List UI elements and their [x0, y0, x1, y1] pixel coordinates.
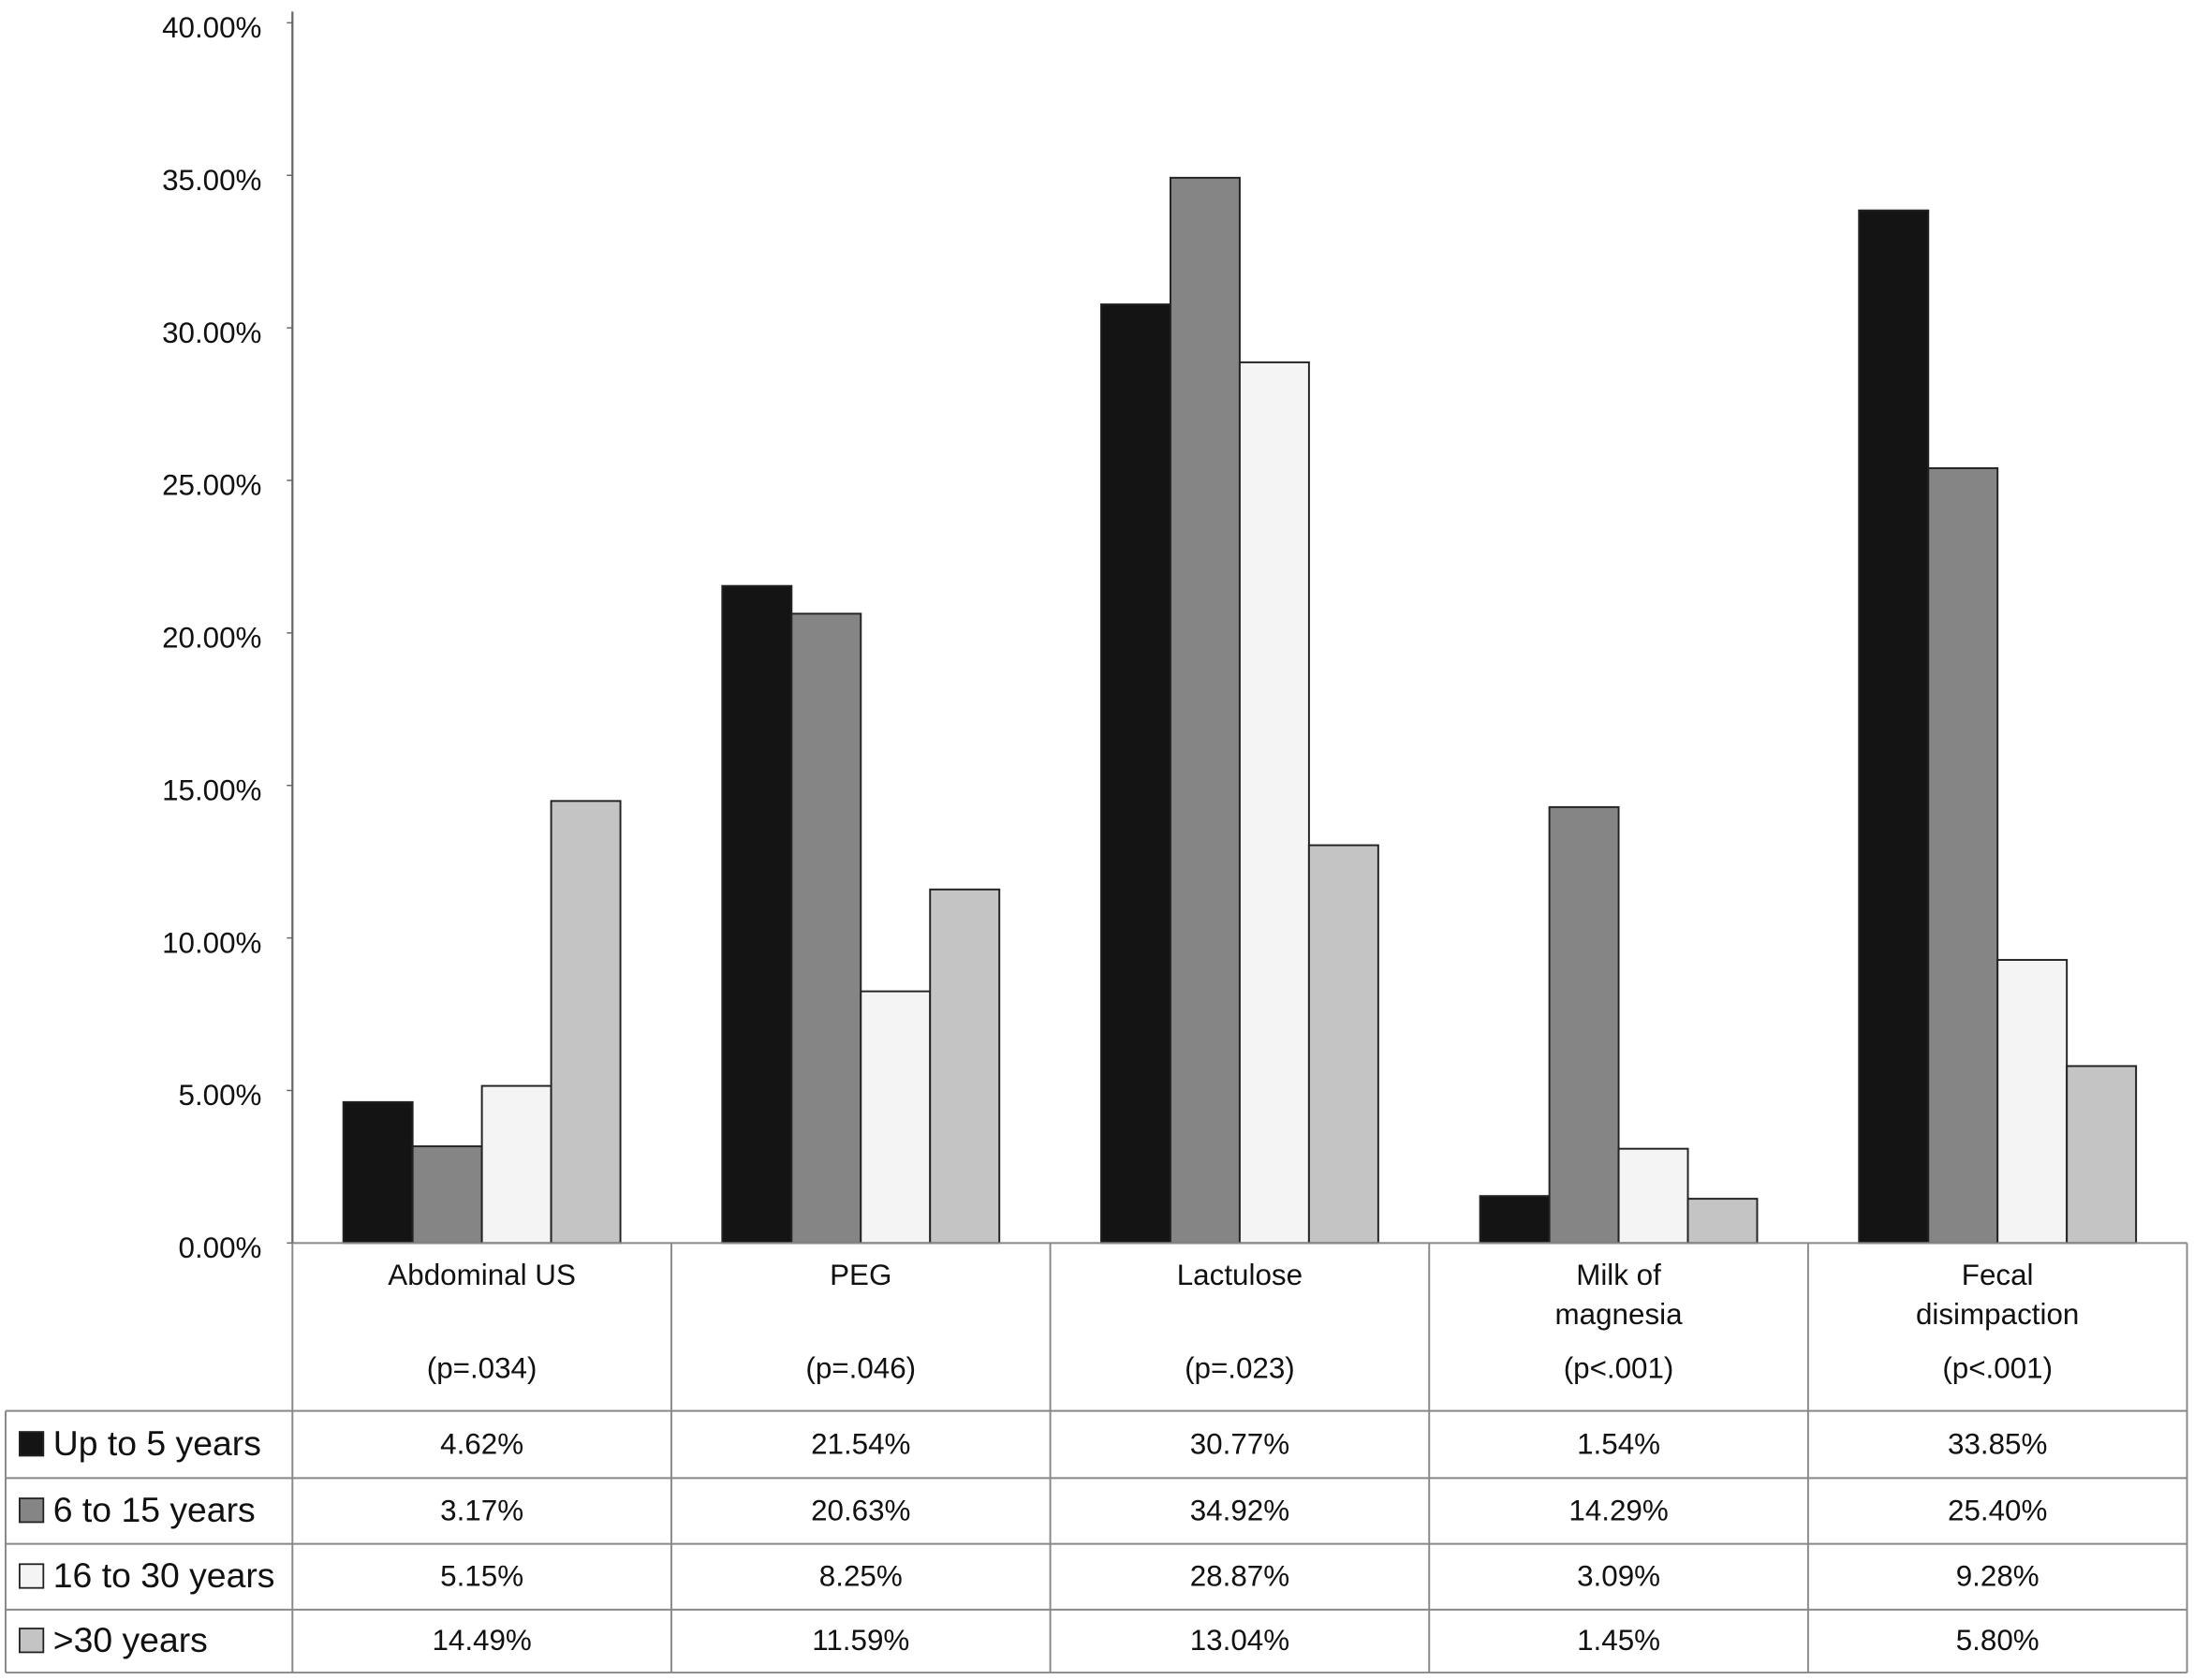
value-label: 9.28%	[1956, 1560, 2039, 1593]
x-tick-label: Milk of magnesia	[1554, 1260, 1683, 1332]
legend-label: Up to 5 years	[53, 1423, 261, 1463]
bar	[1307, 844, 1379, 1245]
legend-label: >30 years	[53, 1620, 208, 1659]
y-tick-label: 40.00%	[162, 11, 261, 44]
bar	[1100, 303, 1171, 1245]
legend-label: 16 to 30 years	[53, 1555, 275, 1595]
bar	[2066, 1065, 2138, 1245]
bar	[411, 1145, 483, 1245]
bar	[1479, 1195, 1551, 1245]
y-tick-label: 15.00%	[162, 774, 261, 806]
bar	[860, 990, 932, 1245]
value-label: 33.85%	[1948, 1427, 2047, 1460]
legend-swatch	[19, 1431, 45, 1457]
value-label: 34.92%	[1190, 1494, 1289, 1526]
bar	[342, 1100, 414, 1245]
bar	[1238, 361, 1310, 1245]
y-tick-label: 10.00%	[162, 926, 261, 959]
value-label: 13.04%	[1190, 1624, 1289, 1657]
y-tick-label: 0.00%	[179, 1231, 262, 1264]
x-tick-label: Abdominal US	[388, 1260, 576, 1292]
p-value: (p<.001)	[1564, 1352, 1674, 1385]
value-label: 25.40%	[1948, 1494, 2047, 1526]
value-label: 3.09%	[1577, 1560, 1660, 1593]
bar	[1548, 805, 1620, 1245]
value-label: 20.63%	[811, 1494, 910, 1526]
value-label: 28.87%	[1190, 1560, 1289, 1593]
category-cell: Lactulose	[1176, 1260, 1303, 1292]
y-tick-label: 35.00%	[162, 164, 261, 197]
bar	[790, 612, 862, 1245]
value-label: 5.80%	[1956, 1624, 2039, 1657]
bar	[1617, 1147, 1689, 1245]
legend-swatch	[19, 1563, 45, 1589]
value-label: 4.62%	[440, 1427, 523, 1460]
y-tick-label: 30.00%	[162, 317, 261, 349]
bar	[480, 1084, 552, 1245]
legend-label: 6 to 15 years	[53, 1490, 256, 1529]
value-label: 14.29%	[1568, 1494, 1668, 1526]
value-label: 1.54%	[1577, 1427, 1660, 1460]
bar	[929, 888, 1001, 1245]
x-tick-label: PEG	[830, 1260, 892, 1292]
bar	[1169, 176, 1241, 1245]
value-label: 1.45%	[1577, 1624, 1660, 1657]
x-tick-label: Lactulose	[1176, 1260, 1303, 1292]
y-tick-label: 25.00%	[162, 469, 261, 502]
p-value: (p=.023)	[1185, 1352, 1295, 1385]
category-cell: Abdominal US	[388, 1260, 576, 1292]
value-label: 21.54%	[811, 1427, 910, 1460]
category-cell: Fecal disimpaction	[1915, 1260, 2080, 1332]
category-cell: Milk of magnesia	[1554, 1260, 1683, 1332]
p-value: (p=.034)	[427, 1352, 537, 1385]
legend-swatch	[19, 1497, 45, 1524]
x-tick-label: Fecal disimpaction	[1915, 1260, 2080, 1332]
value-label: 30.77%	[1190, 1427, 1289, 1460]
p-value: (p<.001)	[1942, 1352, 2053, 1385]
y-tick-label: 5.00%	[179, 1079, 262, 1112]
value-label: 3.17%	[440, 1494, 523, 1526]
bar	[550, 800, 622, 1245]
category-cell: PEG	[830, 1260, 892, 1292]
p-value: (p=.046)	[805, 1352, 916, 1385]
bar	[1858, 209, 1930, 1245]
value-label: 8.25%	[819, 1560, 903, 1593]
y-tick-label: 20.00%	[162, 622, 261, 655]
bar	[1996, 959, 2069, 1245]
value-label: 11.59%	[812, 1624, 909, 1657]
value-label: 5.15%	[440, 1560, 523, 1593]
bar	[1686, 1198, 1759, 1245]
bar	[721, 584, 793, 1245]
value-label: 14.49%	[432, 1624, 531, 1657]
legend-swatch	[19, 1628, 45, 1654]
bar	[1927, 466, 1999, 1245]
